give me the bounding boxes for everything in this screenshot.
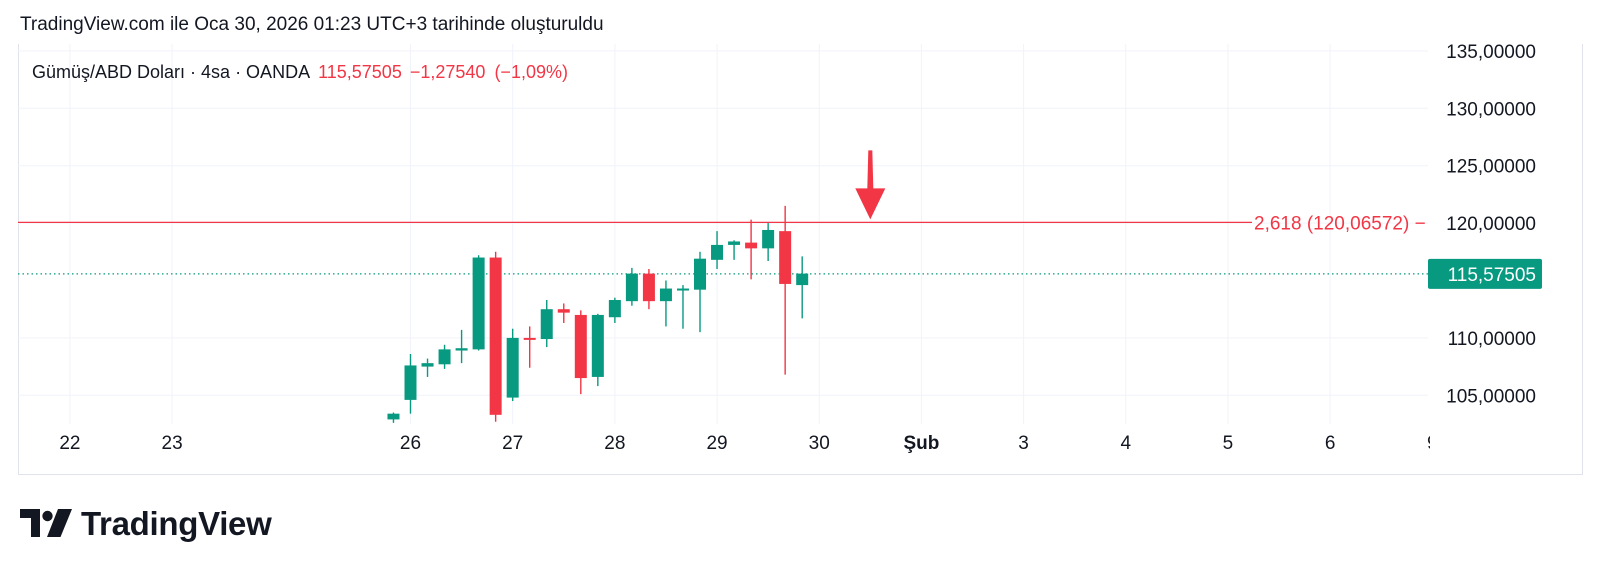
arrow-down-icon [855,150,886,220]
candle-body[interactable] [438,349,451,365]
candle[interactable] [608,297,621,323]
annotations [855,150,886,220]
x-axis-tick-label: 3 [1018,433,1029,454]
fib-level-label: 2,618 (120,06572) − [1254,213,1426,234]
candle[interactable] [625,267,638,306]
candle-body[interactable] [711,244,724,260]
tradingview-logo-icon [20,509,72,537]
candle-body[interactable] [540,309,553,340]
x-axis-tick-label: 22 [59,433,80,454]
candle[interactable] [540,300,553,348]
legend-change: −1,27540 [409,62,486,82]
brand-name: TradingView [81,505,272,542]
legend-last-price: 115,57505 [318,62,402,82]
candle-body[interactable] [728,241,741,245]
candle-body[interactable] [779,231,792,284]
candle-body[interactable] [676,288,689,291]
candle-body[interactable] [625,273,638,302]
grid-lines [18,44,1428,424]
candle-body[interactable] [591,314,604,377]
chart-frame [18,44,1583,475]
legend-symbol: Gümüş/ABD Doları · 4sa · OANDA [32,62,311,82]
candle[interactable] [421,358,434,377]
x-axis-tick-label: 4 [1120,433,1131,454]
candle[interactable] [796,256,809,319]
x-axis-tick-label: Şub [903,433,939,454]
candle[interactable] [472,255,485,351]
x-axis-tick-label: 29 [706,433,727,454]
y-axis-tick-label: 130,00000 [1446,99,1536,120]
candle-body[interactable] [472,257,485,350]
x-axis-tick-label: 27 [502,433,523,454]
x-axis-tick-label: 28 [604,433,625,454]
candle[interactable] [489,251,502,422]
candle[interactable] [779,205,792,375]
y-axis-tick-label: 135,00000 [1446,42,1536,63]
x-axis-tick-label: 30 [809,433,830,454]
candle[interactable] [642,269,655,310]
x-axis: 2122232627282930Şub34569 [59,433,1438,454]
last-price-badge [1428,258,1542,289]
candle-body[interactable] [608,300,621,318]
candle[interactable] [745,219,758,280]
candle-body[interactable] [557,309,570,313]
symbol-legend[interactable]: Gümüş/ABD Doları · 4sa · OANDA 115,57505−… [32,62,568,83]
legend-change-percent: (−1,09%) [494,62,568,82]
x-axis-tick-label: 9 [1427,433,1438,454]
candles[interactable] [387,205,809,423]
candle[interactable] [591,313,604,387]
y-axis-tick-label: 125,00000 [1446,157,1536,178]
y-axis-tick-label: 105,00000 [1446,386,1536,407]
candle[interactable] [438,344,451,369]
candle[interactable] [659,280,672,327]
candle-body[interactable] [455,348,468,351]
y-axis-tick-label: 110,00000 [1448,329,1536,350]
chart-caption: TradingView.com ile Oca 30, 2026 01:23 U… [20,14,604,35]
candle-body[interactable] [694,258,707,290]
candle[interactable] [523,326,536,368]
x-axis-tick-label: 6 [1325,433,1336,454]
candle[interactable] [506,328,519,402]
x-axis-tick-label: 26 [400,433,421,454]
y-axis-tick-label: 120,00000 [1446,214,1536,235]
candle-body[interactable] [506,337,519,398]
candle-body[interactable] [404,365,417,400]
candle-body[interactable] [574,314,587,379]
candle-body[interactable] [762,229,775,249]
candle[interactable] [455,329,468,364]
candle[interactable] [387,412,400,423]
candle[interactable] [404,353,417,414]
candle[interactable] [694,251,707,333]
candle-body[interactable] [796,273,809,286]
candle[interactable] [676,285,689,329]
candle-body[interactable] [421,363,434,367]
axes: 135,00000 130,00000 125,00000 120,00000 110,… [59,42,1542,454]
candle-body[interactable] [387,413,400,420]
candle-body[interactable] [489,257,502,415]
candle[interactable] [557,303,570,323]
candle-body[interactable] [642,273,655,302]
last-price-badge-label: 115,57505 [1448,265,1536,286]
x-axis-tick-label: 5 [1223,433,1234,454]
candle[interactable] [762,223,775,261]
x-axis-tick-label: 23 [162,433,183,454]
price-lines: 2,618 (120,06572) − [18,213,1428,275]
brand: TradingView [20,505,272,542]
candle-body[interactable] [659,288,672,302]
candle[interactable] [728,240,741,260]
candle-body[interactable] [523,337,536,340]
candle[interactable] [711,231,724,270]
candle[interactable] [574,310,587,395]
candle-body[interactable] [745,242,758,249]
